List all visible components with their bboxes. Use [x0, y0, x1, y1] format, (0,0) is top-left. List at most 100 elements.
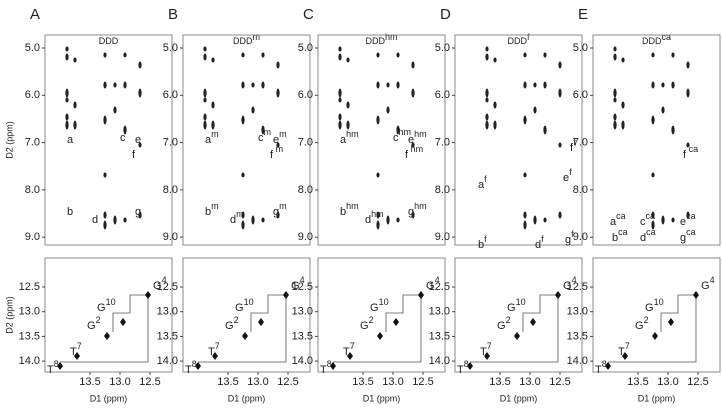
imino-label-sup: 2: [96, 315, 101, 325]
peak: [65, 97, 69, 103]
peak-label-base: g: [135, 206, 141, 218]
panel-title: DDDf: [507, 32, 530, 46]
peak-label: f ca: [683, 144, 698, 161]
peak: [138, 61, 142, 69]
peak: [621, 101, 625, 109]
peak-label-base: f: [683, 149, 687, 161]
peak-label-base: b: [205, 206, 211, 218]
peak: [241, 172, 245, 178]
peak-label-base: f: [570, 142, 574, 154]
peak-label-sup: f: [484, 174, 487, 184]
peak-label-base: e: [135, 134, 141, 146]
peak-label-sup: m: [273, 144, 283, 154]
peak: [261, 125, 265, 135]
peak-label-base: g: [273, 206, 279, 218]
peak: [621, 57, 625, 63]
imino-label-base: G: [635, 320, 644, 332]
peak: [651, 172, 655, 178]
title-base: DDD: [365, 36, 385, 46]
peak-label-sup: hm: [414, 129, 427, 139]
peak-label-sup: ca: [616, 211, 626, 221]
peak-label-base: e: [408, 134, 414, 146]
imino-box: [317, 257, 446, 373]
peak-label-base: c: [120, 132, 126, 144]
imino-label-sup: 10: [106, 297, 116, 307]
peak: [376, 81, 380, 89]
peak: [558, 61, 562, 69]
peak: [211, 120, 215, 130]
title-base: DDD: [233, 36, 253, 46]
spectrum-box: [182, 34, 311, 246]
peak-label-sup: f: [541, 234, 544, 244]
peak: [543, 125, 547, 135]
imino-label-sup: 2: [506, 315, 511, 325]
y-tick-label: 8.0: [163, 184, 178, 196]
imino-peak: [555, 291, 561, 299]
peak-label: bhm: [340, 201, 359, 218]
peak: [346, 101, 350, 109]
x-tick-label: 13.0: [382, 376, 403, 388]
peak-label: a: [67, 134, 74, 146]
y-tick-label: 13.5: [157, 330, 178, 342]
y-tick-label: 13.5: [567, 330, 588, 342]
imino-label-sup: 4: [162, 275, 167, 285]
peak-label-sup: f: [484, 234, 487, 244]
peak: [523, 220, 527, 230]
imino-box: [592, 257, 721, 373]
peak: [651, 211, 655, 219]
peak: [396, 81, 400, 89]
imino-label: G2: [635, 315, 649, 332]
y-tick-label: 7.0: [163, 137, 178, 149]
imino-label: G4: [153, 275, 167, 292]
x-axis-label: D1 (ppm): [500, 393, 538, 403]
spectrum-box: [317, 34, 446, 246]
panel-title: DDD: [99, 36, 119, 46]
peak: [621, 120, 625, 130]
peak-label-base: d: [230, 214, 236, 226]
peak: [73, 120, 77, 130]
x-axis-label: D1 (ppm): [363, 393, 401, 403]
peak: [651, 115, 655, 125]
x-axis-label: D1 (ppm): [228, 393, 266, 403]
y-tick-label: 12.5: [292, 281, 313, 293]
imino-label-sup: 7: [625, 341, 630, 351]
peak-label-sup: m: [211, 129, 219, 139]
imino-peak: [668, 318, 674, 326]
imino-label-sup: 4: [435, 275, 440, 285]
peak-label-sup: m: [264, 127, 272, 137]
imino-label-sup: 2: [369, 315, 374, 325]
imino-label: G4: [291, 275, 305, 292]
imino-label-base: G: [701, 280, 710, 292]
title-base: DDD: [507, 36, 527, 46]
imino-label-sup: 10: [654, 297, 664, 307]
peak-label-sup: hm: [399, 127, 412, 137]
y-tick-label: 12.5: [19, 281, 40, 293]
imino-label-sup: 8: [192, 359, 197, 369]
peak: [523, 115, 527, 125]
y-tick-label: 13.5: [292, 330, 313, 342]
peak: [276, 61, 280, 69]
imino-peak: [120, 318, 126, 326]
y-tick-label: 6.0: [163, 89, 178, 101]
y-tick-label: 9.0: [25, 231, 40, 243]
imino-peak: [212, 352, 218, 360]
y-tick-label: 7.0: [435, 137, 450, 149]
y-tick-label: 12.5: [429, 281, 450, 293]
peak: [558, 88, 562, 98]
x-tick-label: 13.0: [657, 376, 678, 388]
imino-label-sup: 8: [464, 359, 469, 369]
imino-label: T7: [618, 341, 630, 358]
peak: [241, 211, 245, 219]
peak: [241, 220, 245, 230]
peak: [138, 88, 142, 98]
peak: [103, 172, 107, 178]
peak-label: dhm: [365, 209, 384, 226]
connectivity: [608, 294, 697, 363]
peak-label-base: c: [640, 216, 646, 228]
peak: [411, 61, 415, 69]
imino-label: G2: [225, 315, 239, 332]
imino-peak: [283, 291, 289, 299]
imino-label-base: G: [235, 302, 244, 314]
peak-label-base: f: [270, 149, 274, 161]
peak: [661, 106, 665, 114]
